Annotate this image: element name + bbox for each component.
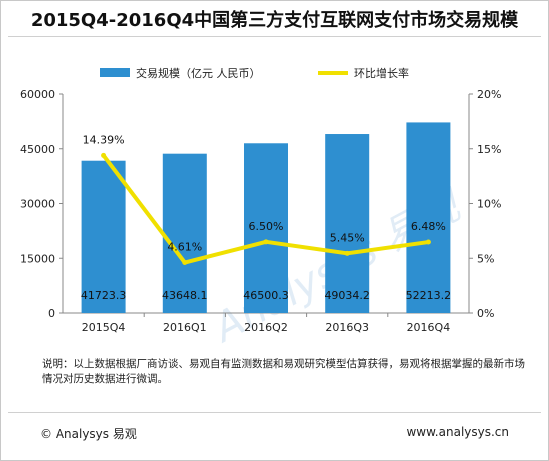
y-left-tick-label: 30000 <box>20 198 55 211</box>
line-value-label: 5.45% <box>330 231 365 244</box>
x-tick-label: 2016Q4 <box>407 321 451 334</box>
line-value-label: 14.39% <box>83 133 125 146</box>
legend: 交易规模（亿元 人民币） 环比增长率 <box>100 66 409 80</box>
y-right-tick-label: 10% <box>477 198 501 211</box>
line-value-label: 4.61% <box>167 241 202 254</box>
line-point <box>425 239 431 245</box>
line-point <box>101 152 107 158</box>
bar <box>244 143 288 313</box>
legend-bar-swatch <box>100 68 130 77</box>
bar <box>406 122 451 314</box>
y-left-tick-label: 45000 <box>20 143 55 156</box>
bar <box>81 160 126 313</box>
y-right-tick-label: 15% <box>477 143 501 156</box>
y-left-tick-label: 60000 <box>20 88 55 101</box>
x-tick-label: 2016Q3 <box>325 321 369 334</box>
x-tick-label: 2016Q1 <box>163 321 207 334</box>
legend-line-label: 环比增长率 <box>354 66 409 80</box>
y-left-tick-label: 15000 <box>20 252 55 265</box>
bar-value-label: 41723.3 <box>81 289 127 302</box>
legend-bar-label: 交易规模（亿元 人民币） <box>136 66 261 80</box>
bar <box>162 153 207 313</box>
bar-value-label: 52213.2 <box>406 289 452 302</box>
line-point <box>344 250 350 256</box>
y-right-tick-label: 20% <box>477 88 501 101</box>
x-tick-label: 2015Q4 <box>82 321 126 334</box>
website-text: www.analysys.cn <box>406 425 509 439</box>
line-value-label: 6.50% <box>249 220 284 233</box>
bar-value-label: 46500.3 <box>243 289 289 302</box>
bar <box>325 134 370 313</box>
line-point <box>182 260 188 266</box>
footer-divider <box>8 412 541 413</box>
bar-value-label: 43648.1 <box>162 289 208 302</box>
line-value-label: 6.48% <box>411 220 446 233</box>
line-point <box>263 239 269 245</box>
y-right-tick-label: 0% <box>477 307 494 320</box>
y-right-tick-label: 5% <box>477 252 494 265</box>
title-divider <box>8 36 541 37</box>
copyright-text: © Analysys 易观 <box>40 427 137 441</box>
chart-note: 说明：以上数据根据厂商访谈、易观自有监测数据和易观研究模型估算获得，易观将根据掌… <box>42 358 525 385</box>
y-left-tick-label: 0 <box>48 307 55 320</box>
x-tick-label: 2016Q2 <box>244 321 288 334</box>
chart-title: 2015Q4-2016Q4中国第三方支付互联网支付市场交易规模 <box>30 10 519 31</box>
bar-value-label: 49034.2 <box>324 289 370 302</box>
